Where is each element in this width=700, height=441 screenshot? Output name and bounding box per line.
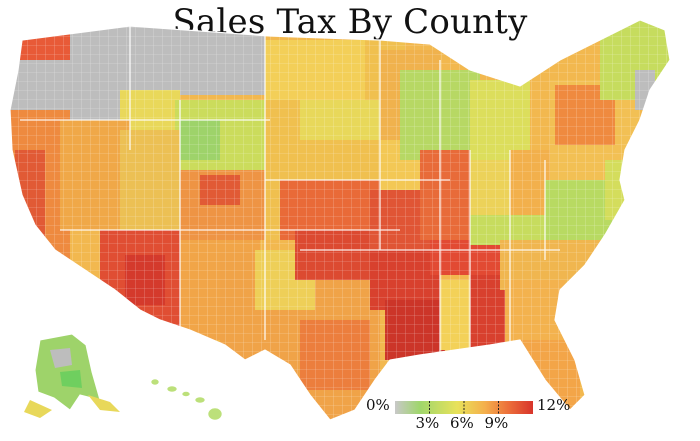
legend-tick-label: 6%: [450, 414, 474, 432]
legend-color-bar: [395, 401, 533, 414]
legend-min-label: 0%: [366, 396, 390, 414]
alaska: [24, 333, 120, 418]
legend: [395, 401, 533, 414]
legend-ticks: [429, 401, 499, 414]
us-outline: [9, 19, 671, 421]
legend-tick-label: 3%: [415, 414, 440, 432]
hawaii: [150, 378, 223, 421]
state-borders: [20, 26, 560, 360]
legend-tick-label: 9%: [484, 414, 509, 432]
legend-max-label: 12%: [537, 396, 571, 414]
